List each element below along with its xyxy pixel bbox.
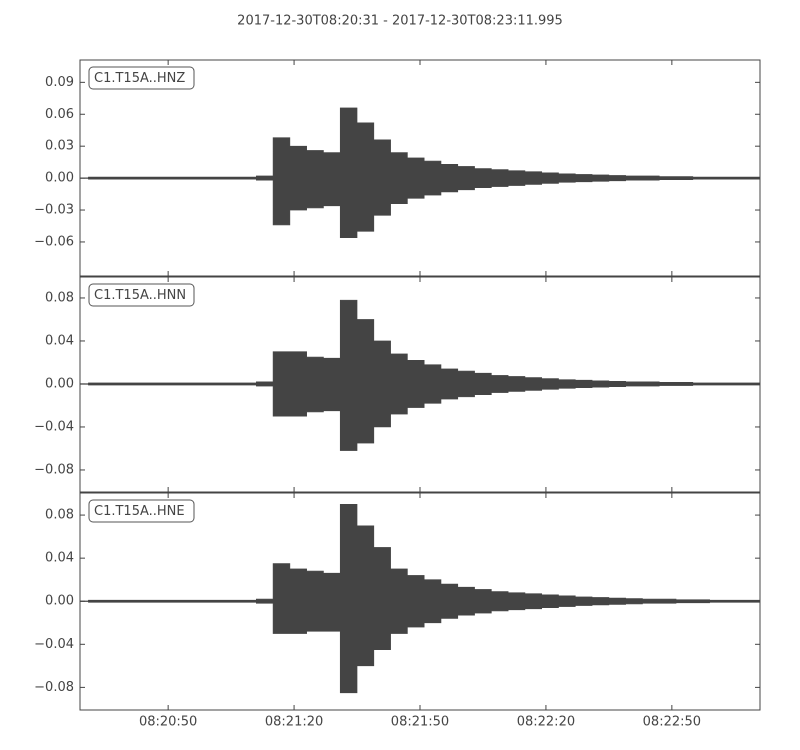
y-tick-label: −0.08 [34,680,74,695]
waveform-upper [88,299,761,385]
x-tick-label: 08:21:50 [391,715,449,730]
y-tick-label: 0.04 [45,551,74,566]
y-tick-label: −0.08 [34,462,74,477]
y-tick-label: 0.08 [45,290,74,305]
trace-label: C1.T15A..HNN [94,288,186,303]
waveform-lower [88,177,761,238]
trace-label: C1.T15A..HNE [94,504,185,519]
y-tick-label: −0.06 [34,234,74,249]
x-tick-label: 08:22:20 [517,715,575,730]
x-tick-label: 08:22:50 [643,715,701,730]
y-tick-label: −0.04 [34,419,74,434]
y-tick-label: −0.03 [34,203,74,218]
waveform-lower [88,383,761,451]
y-tick-label: 0.09 [45,75,74,90]
trace-label: C1.T15A..HNZ [94,71,185,86]
y-tick-label: 0.00 [45,376,74,391]
label-box [88,283,195,307]
y-tick-label: 0.00 [45,171,74,186]
y-tick-label: 0.04 [45,333,74,348]
x-tick-label: 08:20:50 [139,715,197,730]
chart-title: 2017-12-30T08:20:31 - 2017-12-30T08:23:1… [237,14,563,29]
waveform-upper [88,107,761,179]
label-box [88,66,195,90]
y-tick-label: −0.04 [34,637,74,652]
y-tick-label: 0.00 [45,594,74,609]
waveform-lower [88,600,761,694]
x-tick-label: 08:21:20 [265,715,323,730]
y-tick-label: 0.08 [45,508,74,523]
label-box [88,499,195,523]
y-tick-label: 0.06 [45,107,74,122]
waveform-upper [88,504,761,602]
y-tick-label: 0.03 [45,139,74,154]
